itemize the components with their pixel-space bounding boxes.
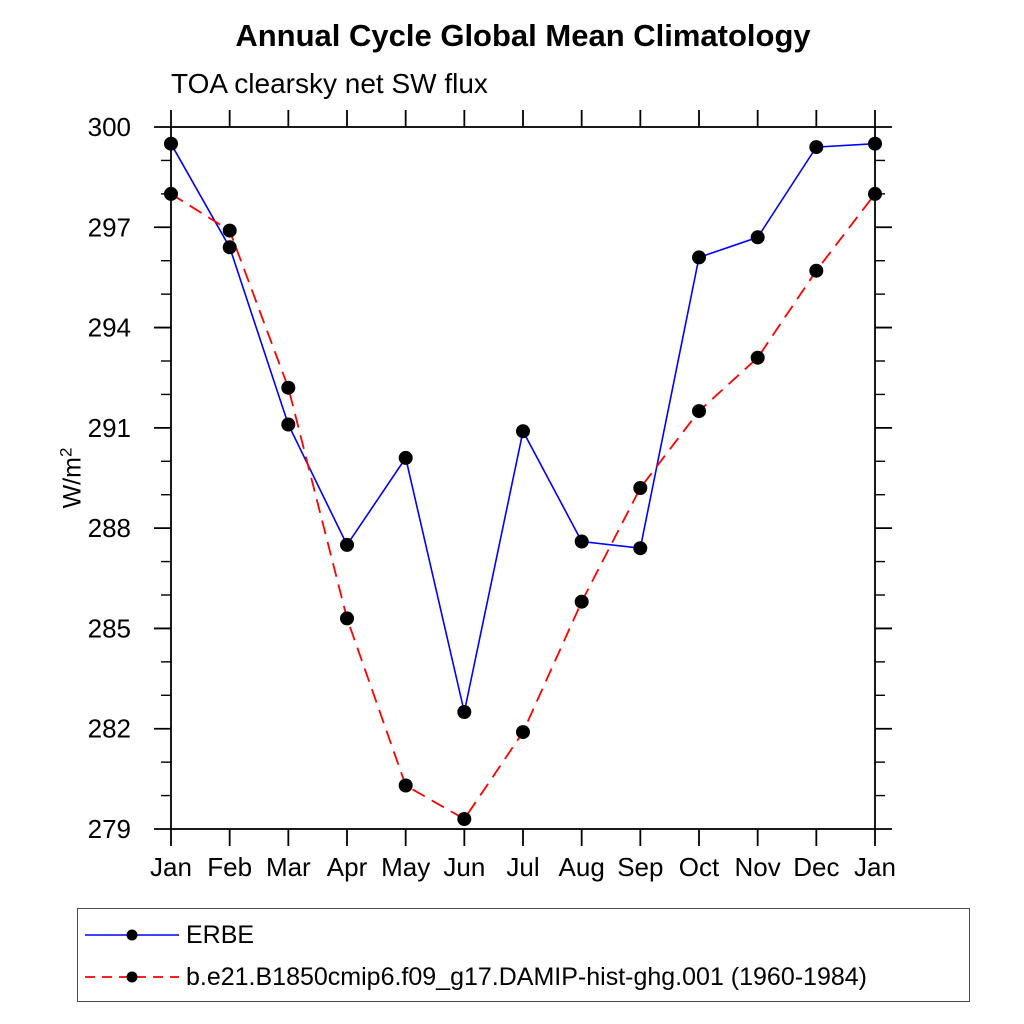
x-axis-tick-label: May (381, 852, 430, 882)
data-point-marker-model (633, 481, 648, 495)
data-point-marker-model (398, 778, 413, 793)
data-point-marker-erbe (164, 136, 178, 151)
data-point-marker-erbe (516, 424, 530, 439)
y-axis-tick-label: 291 (88, 413, 131, 443)
data-point-marker-model (222, 223, 237, 238)
y-axis-tick-label: 288 (88, 513, 131, 543)
x-axis-tick-label: Mar (266, 852, 311, 882)
data-point-marker-erbe (809, 140, 824, 155)
x-axis-tick-label: Nov (735, 852, 781, 882)
data-point-marker-erbe (281, 417, 296, 432)
y-axis-tick-label: 297 (88, 212, 131, 242)
data-point-marker-erbe (398, 450, 413, 465)
legend: ERBE b.e21.B1850cmip6.f09_g17.DAMIP-hist… (77, 908, 970, 1002)
y-axis-tick-label: 294 (88, 313, 131, 343)
data-point-marker-erbe (574, 534, 589, 549)
legend-label-model: b.e21.B1850cmip6.f09_g17.DAMIP-hist-ghg.… (186, 962, 867, 991)
legend-line-sample-model (85, 971, 179, 983)
data-point-marker-model (164, 186, 178, 201)
data-point-marker-model (750, 350, 765, 365)
data-point-marker-model (574, 594, 589, 609)
data-point-marker-model (868, 186, 882, 201)
x-axis-tick-label: Jan (854, 852, 896, 882)
data-point-marker-erbe (457, 705, 472, 719)
plot-frame (170, 126, 876, 830)
data-point-marker-erbe (222, 240, 237, 255)
x-axis-tick-label: Jun (443, 852, 485, 882)
x-axis-tick-label: Feb (207, 852, 252, 882)
chart-title: Annual Cycle Global Mean Climatology (235, 18, 811, 53)
data-point-marker-erbe (340, 537, 354, 552)
data-point-marker-model (457, 812, 472, 826)
data-point-marker-erbe (750, 230, 765, 245)
legend-label-erbe: ERBE (186, 920, 255, 949)
data-point-marker-model (809, 263, 824, 278)
data-point-marker-model (281, 380, 296, 395)
x-axis-tick-label: Sep (617, 852, 663, 882)
legend-entry-erbe: ERBE (82, 914, 969, 956)
x-axis-tick-label: Jan (150, 852, 192, 882)
data-point-marker-model (340, 611, 354, 626)
x-axis-tick-label: Aug (559, 852, 605, 882)
data-point-marker-erbe (868, 136, 882, 151)
y-axis-tick-label: 300 (88, 112, 131, 142)
legend-entry-model: b.e21.B1850cmip6.f09_g17.DAMIP-hist-ghg.… (82, 956, 969, 998)
x-axis-tick-label: Apr (327, 852, 368, 882)
data-point-marker-erbe (633, 541, 648, 556)
legend-line-sample-erbe (85, 929, 179, 941)
x-axis-tick-label: Oct (679, 852, 720, 882)
y-axis-tick-label: 282 (88, 714, 131, 744)
legend-marker-model (126, 971, 138, 983)
y-axis-tick-label: 285 (88, 613, 131, 643)
chart-subtitle: TOA clearsky net SW flux (171, 68, 488, 99)
data-point-marker-model (516, 725, 530, 740)
data-point-marker-erbe (692, 250, 706, 265)
x-axis-tick-label: Dec (793, 852, 839, 882)
y-axis-tick-label: 279 (88, 814, 131, 844)
data-point-marker-model (692, 404, 706, 419)
x-axis-tick-label: Jul (506, 852, 539, 882)
legend-marker-erbe (126, 929, 138, 941)
